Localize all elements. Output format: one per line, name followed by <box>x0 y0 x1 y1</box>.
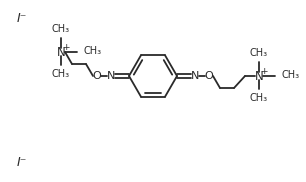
Text: N: N <box>255 70 263 82</box>
Text: O: O <box>93 71 101 81</box>
Text: N: N <box>191 71 199 81</box>
Text: N: N <box>107 71 115 81</box>
Text: O: O <box>205 71 213 81</box>
Text: CH₃: CH₃ <box>250 48 268 58</box>
Text: I⁻: I⁻ <box>17 155 27 169</box>
Text: I⁻: I⁻ <box>17 13 27 25</box>
Text: N: N <box>57 46 65 58</box>
Text: CH₃: CH₃ <box>83 46 101 56</box>
Text: CH₃: CH₃ <box>52 24 70 34</box>
Text: +: + <box>62 43 70 52</box>
Text: CH₃: CH₃ <box>250 93 268 103</box>
Text: +: + <box>260 68 268 76</box>
Text: CH₃: CH₃ <box>281 70 299 80</box>
Text: CH₃: CH₃ <box>52 69 70 79</box>
